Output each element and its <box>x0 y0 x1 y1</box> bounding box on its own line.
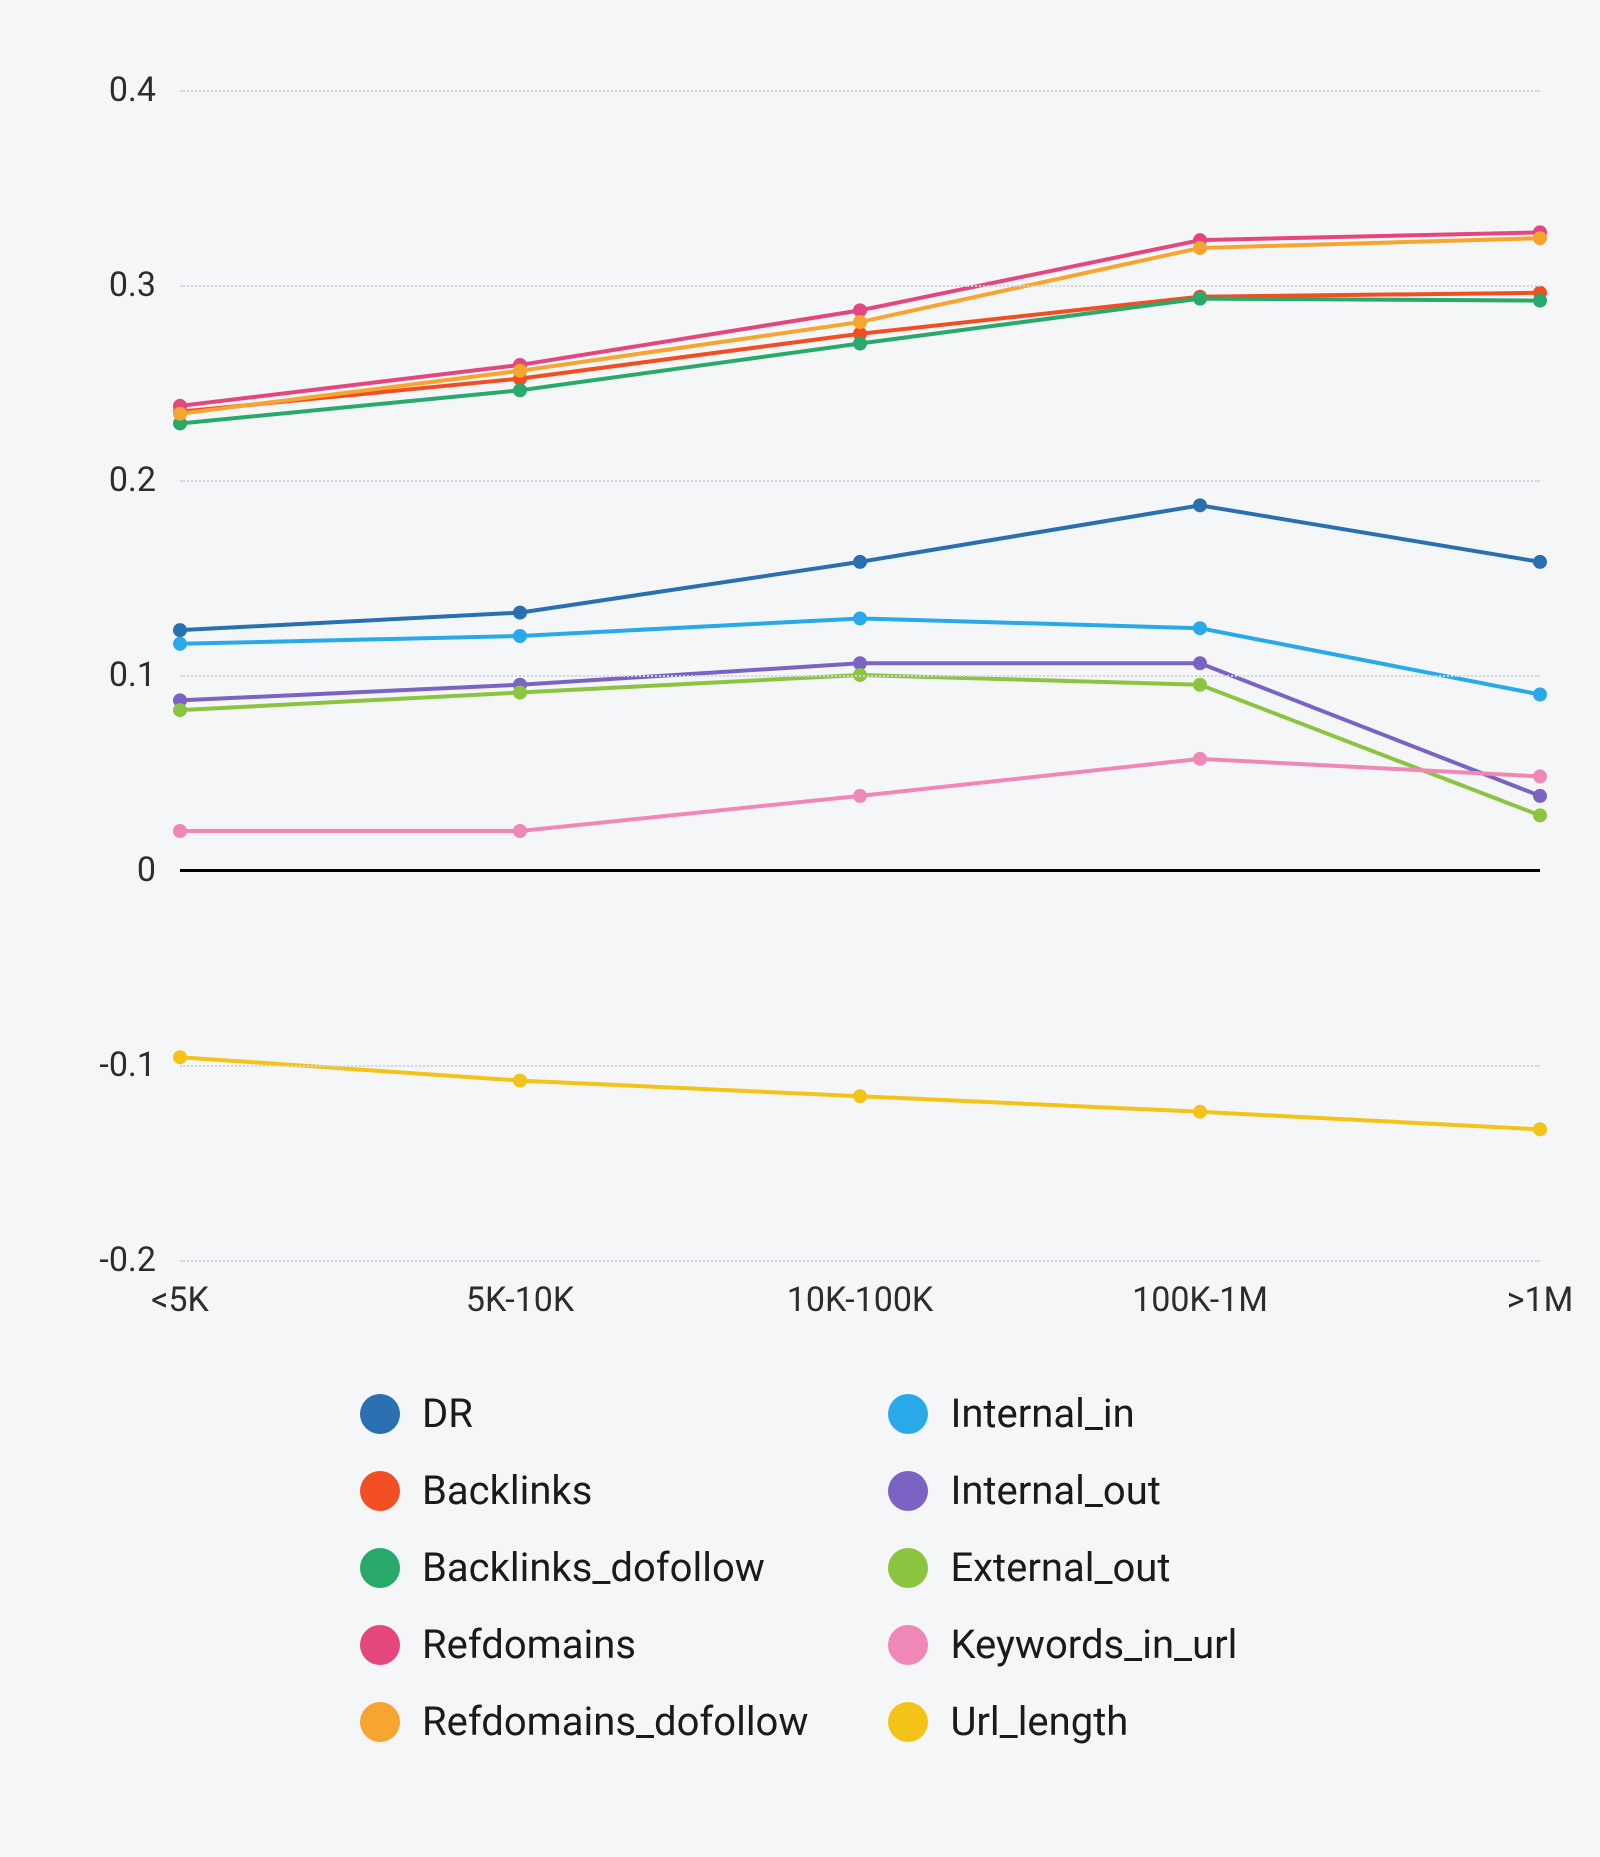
series-marker <box>853 337 867 351</box>
legend-label: Internal_out <box>950 1467 1160 1514</box>
legend-swatch <box>360 1702 400 1742</box>
legend-label: Url_length <box>950 1698 1128 1745</box>
series-marker <box>1533 231 1547 245</box>
legend-item: Refdomains <box>360 1621 808 1668</box>
series-marker <box>853 789 867 803</box>
series-marker <box>853 315 867 329</box>
y-tick-label: 0.2 <box>109 460 156 500</box>
zero-line <box>180 869 1540 872</box>
plot-area: -0.2-0.100.10.20.30.4<5K5K-10K10K-100K10… <box>180 90 1540 1260</box>
series-marker <box>513 364 527 378</box>
correlation-line-chart: -0.2 -0.1 0 0.1 0.2 0.3 0.4 <5K 5K-10K 10K-100K 10… <box>0 0 1600 1857</box>
series-marker <box>173 623 187 637</box>
legend-item: Url_length <box>888 1698 1237 1745</box>
series-marker <box>1193 656 1207 670</box>
legend-item: Backlinks_dofollow <box>360 1544 808 1591</box>
legend-swatch <box>888 1702 928 1742</box>
y-tick-label: 0.4 <box>109 70 156 110</box>
gridline <box>180 285 1540 287</box>
legend-column: Internal_in Internal_out External_out Keywo… <box>888 1390 1237 1745</box>
x-tick-label: 5K-10K <box>466 1280 574 1320</box>
series-marker <box>1533 688 1547 702</box>
legend-swatch <box>360 1471 400 1511</box>
legend-item: Keywords_in_url <box>888 1621 1237 1668</box>
legend-item: Backlinks <box>360 1467 808 1514</box>
legend-label: DR <box>422 1390 473 1437</box>
series-marker <box>173 703 187 717</box>
series-marker <box>513 824 527 838</box>
legend-item: Refdomains_dofollow <box>360 1698 808 1745</box>
series-marker <box>1193 292 1207 306</box>
series-marker <box>1533 294 1547 308</box>
gridline <box>180 675 1540 677</box>
x-tick-label: 100K-1M <box>1132 1280 1268 1320</box>
gridline <box>180 480 1540 482</box>
series-marker <box>173 1050 187 1064</box>
legend-label: External_out <box>950 1544 1170 1591</box>
gridline <box>180 1260 1540 1262</box>
series-marker <box>1193 1105 1207 1119</box>
series-marker <box>513 1074 527 1088</box>
legend-label: Backlinks <box>422 1467 592 1514</box>
series-marker <box>853 611 867 625</box>
series-marker <box>1533 555 1547 569</box>
series-marker <box>1193 241 1207 255</box>
legend-swatch <box>888 1471 928 1511</box>
gridline <box>180 1065 1540 1067</box>
series-marker <box>1533 789 1547 803</box>
series-marker <box>1193 621 1207 635</box>
y-tick-label: 0.3 <box>109 265 156 305</box>
series-marker <box>513 629 527 643</box>
legend-column: DR Backlinks Backlinks_dofollow Refdomains R… <box>360 1390 808 1745</box>
series-marker <box>513 686 527 700</box>
y-tick-label: 0.1 <box>109 655 156 695</box>
series-line <box>180 663 1540 796</box>
legend-item: Internal_out <box>888 1467 1237 1514</box>
legend-item: External_out <box>888 1544 1237 1591</box>
legend-swatch <box>888 1625 928 1665</box>
gridline <box>180 90 1540 92</box>
legend-swatch <box>888 1548 928 1588</box>
series-marker <box>1533 808 1547 822</box>
series-marker <box>1193 678 1207 692</box>
x-tick-label: <5K <box>151 1280 209 1320</box>
legend-label: Keywords_in_url <box>950 1621 1237 1668</box>
legend-swatch <box>360 1625 400 1665</box>
series-marker <box>853 1089 867 1103</box>
y-tick-label: -0.1 <box>99 1045 156 1085</box>
legend-label: Refdomains_dofollow <box>422 1698 808 1745</box>
x-tick-label: >1M <box>1507 1280 1574 1320</box>
series-marker <box>1533 1122 1547 1136</box>
series-marker <box>173 637 187 651</box>
legend-label: Backlinks_dofollow <box>422 1544 765 1591</box>
series-marker <box>853 555 867 569</box>
series-marker <box>513 606 527 620</box>
series-marker <box>1533 769 1547 783</box>
legend-swatch <box>360 1394 400 1434</box>
y-tick-label: -0.2 <box>99 1240 156 1280</box>
chart-legend: DR Backlinks Backlinks_dofollow Refdomains R… <box>360 1390 1237 1745</box>
legend-label: Internal_in <box>950 1390 1134 1437</box>
series-marker <box>1193 498 1207 512</box>
legend-item: DR <box>360 1390 808 1437</box>
legend-item: Internal_in <box>888 1390 1237 1437</box>
series-marker <box>173 407 187 421</box>
legend-swatch <box>360 1548 400 1588</box>
y-tick-label: 0 <box>137 850 156 890</box>
series-marker <box>1193 752 1207 766</box>
series-marker <box>513 383 527 397</box>
legend-label: Refdomains <box>422 1621 636 1668</box>
x-tick-label: 10K-100K <box>787 1280 934 1320</box>
legend-swatch <box>888 1394 928 1434</box>
series-marker <box>173 824 187 838</box>
